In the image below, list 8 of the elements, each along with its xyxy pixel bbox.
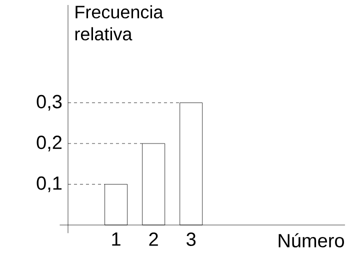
x-tick-label: 1 [112,232,120,246]
y-tick-label: 0,3 [36,94,62,111]
x-tick-label: 3 [186,232,196,246]
y-axis-title: Frecuencia relativa [75,5,164,40]
x-tick-label: 2 [149,232,158,246]
y-tick-label: 0,2 [36,136,62,152]
y-tick-label: 0,1 [36,176,62,192]
x-axis-title: Número [278,233,344,248]
